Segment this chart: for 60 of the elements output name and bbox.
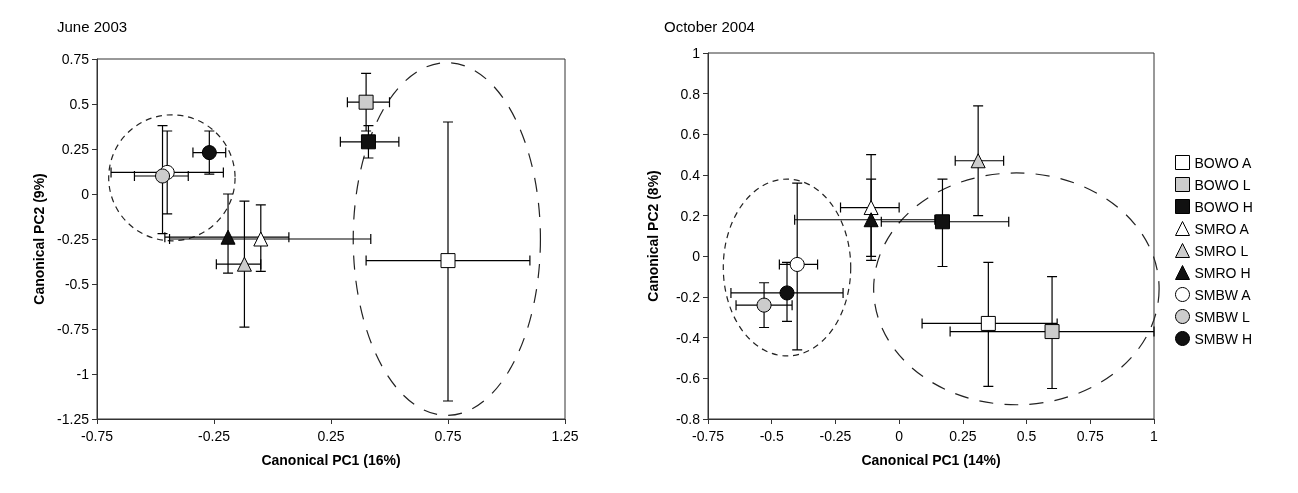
x-tick-label: 0.25: [317, 428, 345, 444]
y-tick-label: -1: [76, 366, 90, 382]
y-tick-label: -0.8: [675, 411, 701, 427]
y-axis-title: Canonical PC2 (9%): [31, 173, 48, 305]
point: [789, 256, 805, 272]
x-tick-label: -0.25: [819, 428, 852, 444]
point: [934, 214, 950, 230]
y-tick-label: -0.6: [675, 370, 701, 387]
legend-label: BOWO L: [1194, 176, 1251, 193]
y-tick-label: 0.25: [61, 141, 90, 157]
legend-label: SMBW A: [1194, 286, 1252, 303]
point: [1044, 324, 1060, 340]
y-tick-label: 0: [692, 248, 701, 265]
legend-label: SMRO L: [1194, 242, 1249, 259]
x-tick-label: 0: [895, 428, 904, 444]
point: [220, 229, 236, 245]
x-tick-label: -0.25: [198, 428, 231, 444]
point: [863, 212, 879, 228]
y-axis-title: Canonical PC2 (8%): [645, 170, 661, 302]
y-tick-label: -0.2: [675, 289, 701, 305]
point: [440, 253, 456, 269]
x-tick-label: -0.5: [759, 428, 784, 444]
legend-label: SMBW H: [1194, 330, 1253, 347]
y-tick-label: 0.75: [61, 51, 90, 67]
legend-label: SMRO H: [1194, 264, 1251, 281]
point: [253, 231, 269, 247]
x-axis-title: Canonical PC1 (14%): [861, 452, 1001, 468]
x-tick-label: 0.5: [1016, 428, 1037, 444]
point: [236, 256, 252, 272]
point: [980, 315, 996, 331]
point: [970, 153, 986, 169]
x-tick-label: 1.25: [551, 428, 579, 444]
point: [155, 168, 171, 184]
point: [779, 285, 795, 301]
legend-label: BOWO H: [1194, 198, 1253, 215]
chart-title: October 2004: [664, 18, 755, 35]
y-tick-label: 0.5: [69, 96, 90, 112]
x-tick-label: 1: [1150, 428, 1159, 444]
point: [358, 94, 374, 110]
y-tick-label: -0.25: [57, 231, 90, 247]
legend-label: BOWO A: [1194, 154, 1252, 171]
y-tick-label: -0.4: [675, 329, 701, 346]
y-tick-label: 0.6: [680, 126, 701, 143]
x-tick-label: 0.25: [949, 428, 977, 444]
legend-label: SMBW L: [1194, 308, 1250, 325]
y-tick-label: -0.5: [64, 276, 90, 292]
x-axis-title: Canonical PC1 (16%): [261, 452, 401, 468]
point: [756, 297, 772, 313]
y-tick-label: 0.8: [680, 85, 701, 102]
point: [863, 200, 879, 216]
x-tick-label: 0.75: [434, 428, 462, 444]
chart-title: June 2003: [57, 18, 128, 35]
legend-label: SMRO A: [1194, 220, 1250, 237]
x-tick-label: 0.75: [1076, 428, 1105, 444]
y-tick-label: -1.25: [57, 411, 90, 427]
y-tick-label: 1: [692, 45, 701, 61]
y-tick-label: 0: [81, 186, 90, 202]
y-tick-label: -0.75: [57, 321, 90, 337]
y-tick-label: 0.4: [680, 167, 701, 183]
y-tick-label: 0.2: [680, 207, 701, 224]
